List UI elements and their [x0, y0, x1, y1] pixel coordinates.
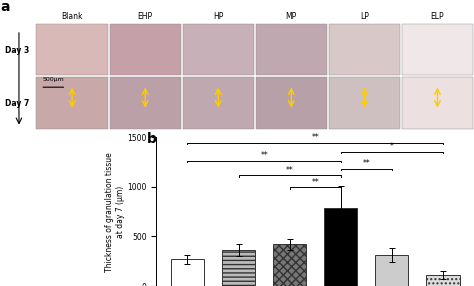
Bar — [222, 250, 255, 286]
Text: MP: MP — [286, 12, 297, 21]
Bar — [375, 255, 409, 286]
Y-axis label: Thickness of granulation tissue
at day 7 (μm): Thickness of granulation tissue at day 7… — [105, 152, 125, 271]
FancyBboxPatch shape — [182, 24, 254, 76]
Text: **: ** — [363, 159, 370, 168]
Bar — [426, 275, 460, 286]
Bar — [273, 244, 306, 286]
Text: **: ** — [311, 134, 319, 142]
FancyBboxPatch shape — [255, 24, 327, 76]
Bar — [171, 259, 204, 286]
FancyBboxPatch shape — [329, 24, 400, 76]
FancyBboxPatch shape — [109, 78, 181, 129]
Bar — [324, 208, 357, 286]
Text: ELP: ELP — [431, 12, 444, 21]
Text: b: b — [147, 132, 157, 146]
FancyBboxPatch shape — [402, 78, 473, 129]
Text: Day 3: Day 3 — [5, 45, 29, 55]
FancyBboxPatch shape — [109, 24, 181, 76]
FancyBboxPatch shape — [36, 78, 108, 129]
Text: 500μm: 500μm — [43, 77, 64, 82]
FancyBboxPatch shape — [402, 24, 473, 76]
Text: HP: HP — [213, 12, 223, 21]
Text: LP: LP — [360, 12, 369, 21]
Text: Blank: Blank — [61, 12, 83, 21]
FancyBboxPatch shape — [36, 24, 108, 76]
Text: **: ** — [260, 151, 268, 160]
Text: **: ** — [311, 178, 319, 187]
FancyBboxPatch shape — [182, 78, 254, 129]
Text: *: * — [390, 142, 394, 151]
Text: Day 7: Day 7 — [5, 99, 29, 108]
FancyBboxPatch shape — [255, 78, 327, 129]
Text: a: a — [0, 0, 9, 14]
FancyBboxPatch shape — [329, 78, 400, 129]
Text: EHP: EHP — [137, 12, 153, 21]
Text: **: ** — [286, 166, 293, 175]
